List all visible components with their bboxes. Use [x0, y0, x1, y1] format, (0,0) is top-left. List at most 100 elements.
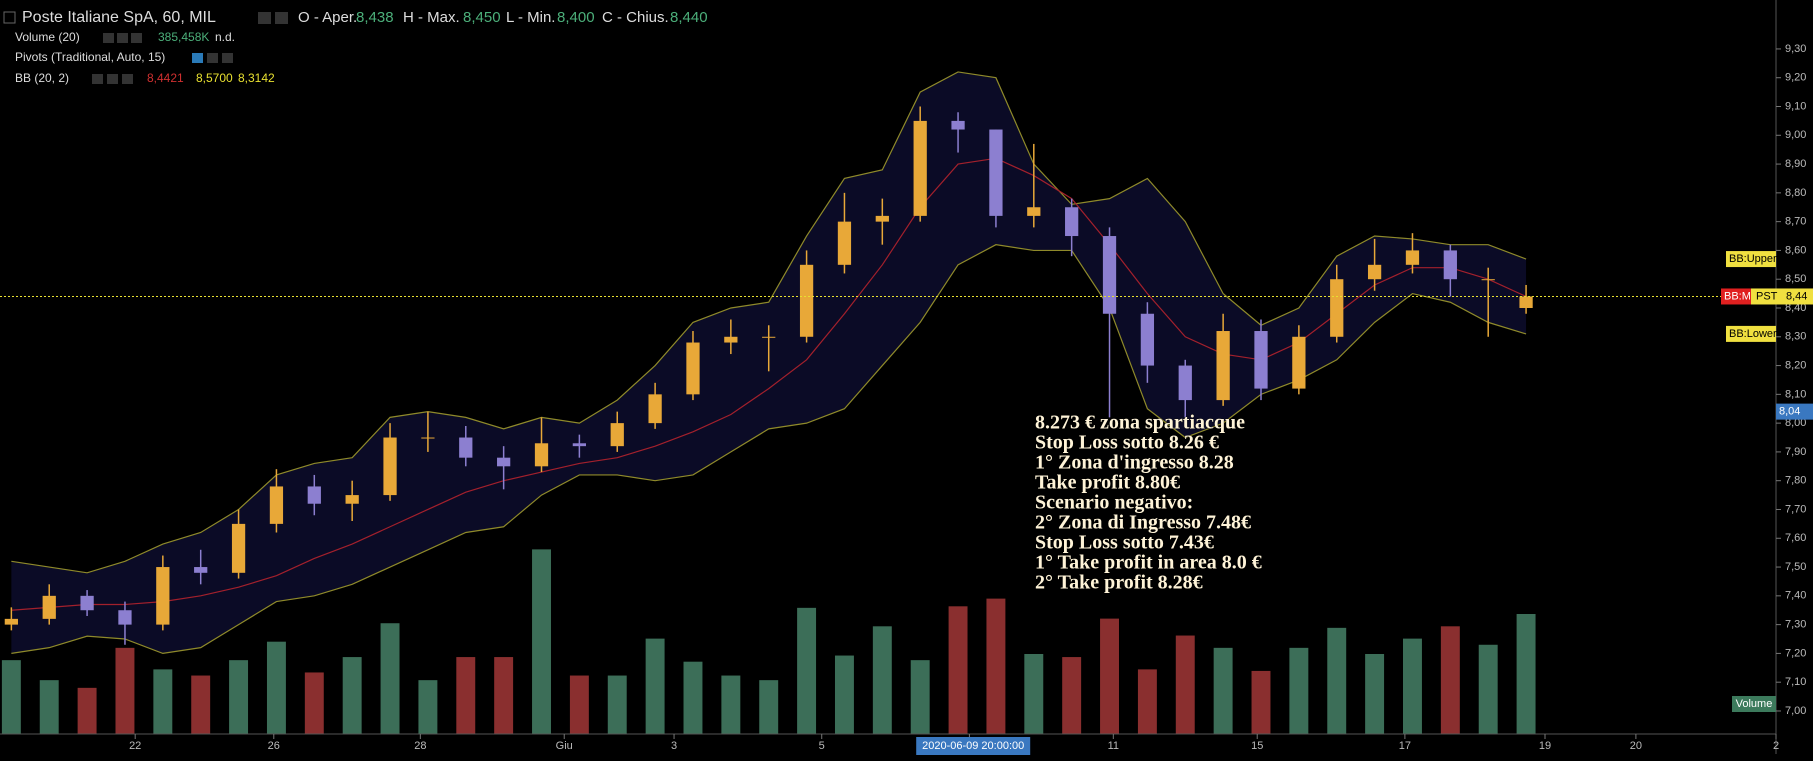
candle-body: [875, 215, 889, 222]
candle-body: [421, 437, 435, 439]
candle-body: [913, 120, 927, 216]
open-label: O - Aper.: [298, 9, 357, 26]
volume-study[interactable]: Volume (20): [15, 30, 80, 44]
icon[interactable]: [103, 33, 114, 43]
y-tick-label: 7,30: [1785, 619, 1806, 631]
bb-lower-line: [11, 244, 1527, 655]
volume-bar: [153, 669, 173, 734]
open-value: 8,438: [356, 9, 394, 26]
volume-bar: [759, 680, 779, 734]
y-tick-label: 8,70: [1785, 216, 1806, 228]
x-tick-label: 2: [1773, 740, 1779, 752]
volume-bar: [1100, 618, 1119, 734]
volume-bar: [834, 655, 854, 734]
price-marker-label: BB:Upper: [1729, 253, 1777, 265]
y-tick-label: 9,20: [1785, 72, 1806, 84]
volume-bar: [1, 660, 21, 734]
y-tick-label: 7,70: [1785, 503, 1806, 515]
volume-tag: Volume: [1736, 698, 1773, 710]
volume-bar: [304, 672, 324, 734]
close-label: C - Chius.: [602, 9, 669, 26]
candle-body: [4, 618, 18, 625]
candle-body: [42, 595, 56, 619]
candle-body: [534, 443, 549, 467]
candle-body: [1178, 365, 1192, 401]
x-tick-label: 22: [129, 740, 141, 752]
y-tick-label: 8,20: [1785, 359, 1806, 371]
volume-bar: [115, 647, 135, 734]
bb-lower-value: 8,3142: [238, 71, 275, 85]
symbol[interactable]: Poste Italiane SpA, 60, MIL: [22, 9, 216, 26]
candle-body: [989, 129, 1003, 216]
icon[interactable]: [107, 74, 118, 84]
volume-bar: [1440, 626, 1460, 734]
volume-bar: [494, 657, 514, 734]
candle-body: [1367, 264, 1382, 280]
volume-bar: [721, 675, 741, 734]
icon[interactable]: [207, 53, 218, 63]
icon[interactable]: [117, 33, 128, 43]
candle-body: [724, 336, 738, 343]
volume-bar: [1251, 670, 1271, 734]
volume-bar: [1137, 669, 1157, 734]
icon[interactable]: [192, 53, 203, 63]
candle-body: [951, 120, 965, 130]
y-tick-label: 8,80: [1785, 187, 1806, 199]
y-tick-label: 7,90: [1785, 446, 1806, 458]
icon[interactable]: [258, 12, 271, 24]
collapse-icon[interactable]: [3, 11, 16, 24]
icon[interactable]: [131, 33, 142, 43]
candle-body: [194, 567, 208, 573]
volume-bar: [266, 641, 286, 734]
annotation-line: Stop Loss sotto 7.43€: [1035, 532, 1214, 554]
bb-upper-line: [11, 71, 1527, 574]
volume-bar: [1213, 647, 1233, 734]
y-tick-label: 9,30: [1785, 43, 1806, 55]
volume-bar: [342, 657, 362, 734]
icon[interactable]: [275, 12, 288, 24]
icon[interactable]: [122, 74, 133, 84]
volume-bar: [1327, 627, 1347, 734]
candle-body: [156, 567, 170, 625]
y-tick-label: 9,00: [1785, 129, 1806, 141]
candle-body: [80, 595, 94, 611]
crosshair-box: [916, 737, 1031, 755]
volume-bar: [380, 623, 400, 734]
low-value: 8,400: [557, 9, 595, 26]
y-tick-label: 8,10: [1785, 388, 1806, 400]
volume-bar: [797, 607, 817, 734]
x-tick-label: Giu: [556, 740, 573, 752]
volume-bar: [1289, 647, 1309, 734]
volume-bar: [948, 606, 968, 734]
low-label: L - Min.: [506, 9, 555, 26]
candle-body: [1481, 279, 1495, 281]
crosshair-label: 2020-06-09 20:00:00: [922, 740, 1024, 752]
candle-body: [762, 336, 776, 338]
y-tick-label: 7,80: [1785, 475, 1806, 487]
last-price-name: PST: [1756, 290, 1778, 302]
volume-bar: [1175, 635, 1195, 734]
candle-body: [1405, 250, 1420, 265]
volume-value: 385,458K: [158, 30, 209, 44]
bb-mid-value: 8,4421: [147, 71, 184, 85]
bb-study[interactable]: BB (20, 2): [15, 71, 69, 85]
price-marker-box: [1776, 403, 1813, 420]
candle-body: [307, 486, 321, 504]
candle-body: [837, 221, 852, 265]
volume-bar: [456, 657, 476, 734]
last-price-label: 8,44: [1786, 290, 1807, 302]
y-tick-label: 8,50: [1785, 273, 1806, 285]
y-tick-label: 8,00: [1785, 417, 1806, 429]
pivots-study[interactable]: Pivots (Traditional, Auto, 15): [15, 50, 165, 64]
volume-bar: [39, 680, 59, 734]
y-tick-label: 8,60: [1785, 244, 1806, 256]
volume-bar: [872, 626, 892, 734]
icon[interactable]: [222, 53, 233, 63]
y-tick-label: 7,40: [1785, 590, 1806, 602]
candle-body: [118, 610, 132, 625]
bb-upper-value: 8,5700: [196, 71, 233, 85]
icon[interactable]: [92, 74, 103, 84]
annotation-line: Scenario negativo:: [1035, 492, 1193, 514]
